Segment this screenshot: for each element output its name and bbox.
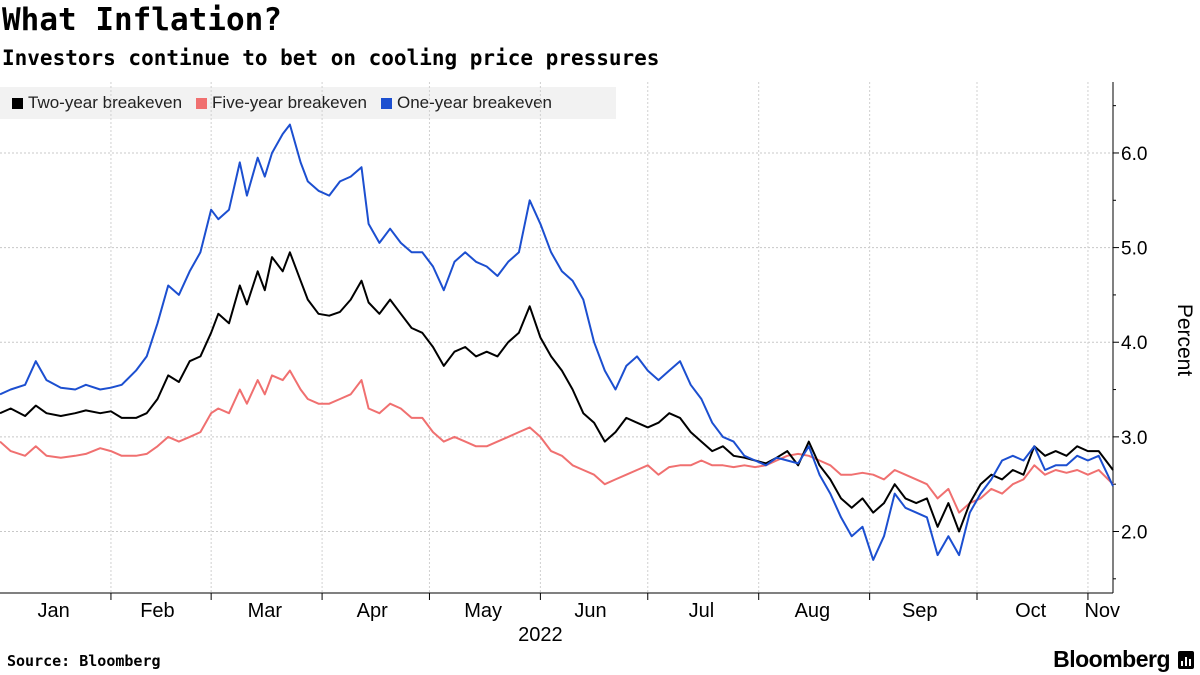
x-tick-label: Apr — [357, 600, 388, 622]
y-tick-label: 6.0 — [1121, 144, 1147, 165]
series-line-two-year-breakeven — [0, 251, 1114, 533]
x-tick-label: Oct — [1015, 600, 1047, 622]
chart-subtitle: Investors continue to bet on cooling pri… — [2, 46, 660, 70]
x-tick-label: Aug — [795, 600, 831, 622]
y-tick-label: 4.0 — [1121, 333, 1147, 354]
y-axis-label: Percent — [1173, 304, 1196, 377]
bloomberg-logo: Bloomberg — [1053, 646, 1170, 672]
legend-label-two-year: Two-year breakeven — [28, 93, 183, 112]
x-tick-label: Jan — [38, 600, 70, 622]
x-tick-label: Sep — [902, 600, 938, 622]
series-line-one-year-breakeven — [0, 123, 1114, 561]
y-tick-label: 3.0 — [1121, 428, 1147, 449]
legend-swatch-two-year — [12, 97, 23, 109]
legend-swatch-one-year — [381, 97, 392, 109]
legend-swatch-five-year — [196, 97, 208, 109]
legend-item-two-year: Two-year breakeven — [12, 93, 182, 113]
legend-item-five-year: Five-year breakeven — [196, 93, 367, 113]
legend-label-five-year: Five-year breakeven — [212, 93, 367, 112]
x-tick-label: Jul — [689, 600, 715, 622]
x-tick-label: Feb — [140, 600, 174, 622]
y-tick-label: 2.0 — [1121, 522, 1147, 543]
y-tick-label: 5.0 — [1121, 239, 1147, 260]
legend-label-one-year: One-year breakeven — [397, 93, 552, 112]
chart-title: What Inflation? — [2, 2, 282, 38]
source-note: Source: Bloomberg — [7, 652, 161, 670]
chart-legend: Two-year breakeven Five-year breakeven O… — [0, 87, 616, 119]
x-axis-label: 2022 — [518, 624, 563, 646]
series-line-five-year-breakeven — [0, 369, 1114, 514]
x-tick-label: May — [464, 600, 502, 622]
x-tick-label: Jun — [574, 600, 606, 622]
x-tick-label: Mar — [248, 600, 283, 622]
legend-item-one-year: One-year breakeven — [381, 93, 552, 113]
bloomberg-terminal-icon — [1178, 651, 1194, 669]
x-tick-label: Nov — [1084, 600, 1120, 622]
